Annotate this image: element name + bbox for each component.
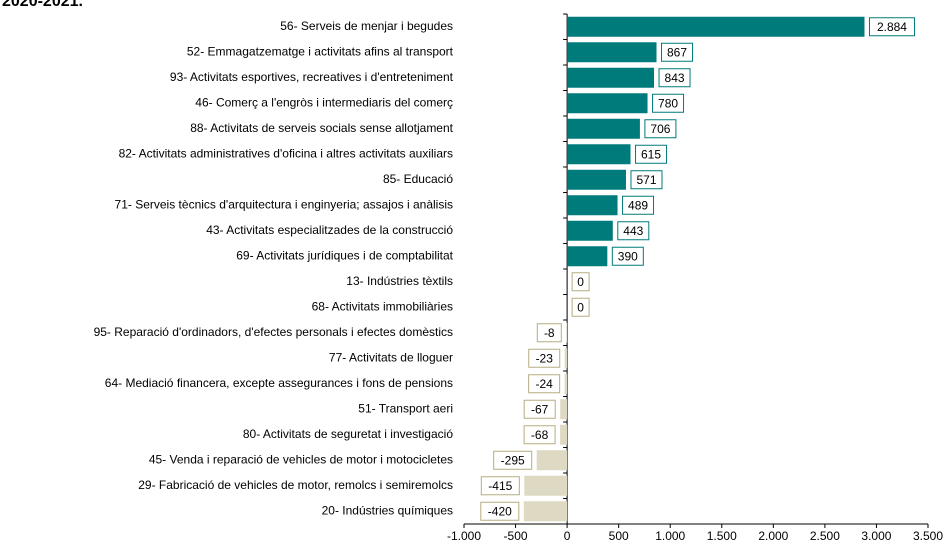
bar <box>566 322 568 343</box>
value-label: 571 <box>636 173 656 187</box>
y-tick-label: 29- Fabricació de vehicles de motor, rem… <box>138 478 453 492</box>
bar <box>523 501 568 522</box>
bar <box>560 399 568 420</box>
x-tick-label: 500 <box>609 529 629 543</box>
value-label-box <box>571 272 590 292</box>
y-tick-label: 45- Venda i reparació de vehicles de mot… <box>149 452 453 466</box>
chart-title: 2020-2021. <box>2 0 83 10</box>
value-label-box <box>658 68 691 88</box>
x-tick-label: 0 <box>564 529 571 543</box>
value-label-box <box>617 221 650 241</box>
value-label-box <box>622 195 655 215</box>
bar <box>567 220 613 241</box>
value-label: 489 <box>628 198 648 212</box>
x-tick-label: 2.000 <box>758 529 788 543</box>
value-label-box <box>652 93 685 113</box>
bar <box>567 246 608 267</box>
x-tick-label: 3.500 <box>913 529 943 543</box>
x-tick-label: 3.000 <box>861 529 891 543</box>
bar <box>564 373 568 394</box>
value-label-box <box>630 170 663 190</box>
value-label: 843 <box>665 71 685 85</box>
value-label: -8 <box>544 326 555 340</box>
value-label-box <box>523 425 556 445</box>
bar <box>524 475 568 496</box>
y-tick-label: 80- Activitats de seguretat i investigac… <box>243 427 453 441</box>
value-label-box <box>868 17 915 37</box>
y-tick-label: 82- Activitats administratives d'oficina… <box>119 146 453 160</box>
value-label-box <box>480 501 520 521</box>
value-label: -420 <box>488 504 512 518</box>
y-tick-label: 68- Activitats immobiliàries <box>312 299 453 313</box>
value-label: 443 <box>623 224 643 238</box>
y-tick-label: 85- Educació <box>383 172 453 186</box>
value-label-box <box>644 119 677 139</box>
value-label: 615 <box>641 147 661 161</box>
bar <box>567 195 618 216</box>
value-label-box <box>571 297 590 317</box>
y-tick-label: 69- Activitats jurídiques i de comptabil… <box>236 248 453 262</box>
x-tick-label: -1.000 <box>447 529 481 543</box>
bar <box>567 118 640 139</box>
value-label: 706 <box>650 122 670 136</box>
value-label-box <box>480 476 520 496</box>
y-tick-label: 51- Transport aeri <box>358 401 453 415</box>
x-tick-label: 1.000 <box>655 529 685 543</box>
bar <box>567 144 631 165</box>
value-label-box <box>528 374 561 394</box>
value-label-box <box>611 246 644 266</box>
value-label: -24 <box>535 377 553 391</box>
value-label-box <box>661 42 694 62</box>
value-label: -68 <box>531 428 549 442</box>
value-label: 780 <box>658 96 678 110</box>
y-tick-label: 43- Activitats especialitzades de la con… <box>206 223 453 237</box>
y-tick-label: 64- Mediació financera, excepte assegura… <box>105 376 453 390</box>
y-tick-label: 93- Activitats esportives, recreatives i… <box>170 70 454 84</box>
bar <box>567 67 655 88</box>
y-tick-label: 71- Serveis tècnics d'arquitectura i eng… <box>115 197 453 211</box>
value-label: 2.884 <box>877 20 907 34</box>
bar <box>560 424 568 445</box>
bar <box>567 93 648 114</box>
value-label-box <box>493 450 533 470</box>
value-label-box <box>523 399 556 419</box>
bar <box>567 42 657 63</box>
value-label: -67 <box>531 402 549 416</box>
bar <box>564 348 568 369</box>
y-tick-label: 95- Reparació d'ordinadors, d'efectes pe… <box>94 325 453 339</box>
y-tick-label: 46- Comerç a l'engròs i intermediaris de… <box>195 95 453 109</box>
y-tick-label: 56- Serveis de menjar i begudes <box>280 19 453 33</box>
y-tick-label: 13- Indústries tèxtils <box>346 274 453 288</box>
value-label-box <box>536 323 562 343</box>
y-tick-label: 20- Indústries químiques <box>322 503 453 517</box>
x-tick-label: -500 <box>504 529 528 543</box>
value-label: 0 <box>577 300 584 314</box>
value-label: 0 <box>577 275 584 289</box>
value-label-box <box>528 348 561 368</box>
bar <box>567 169 626 190</box>
y-tick-label: 77- Activitats de lloguer <box>329 350 453 364</box>
value-label: 390 <box>618 249 638 263</box>
value-label: 867 <box>667 45 687 59</box>
y-tick-label: 52- Emmagatzematge i activitats afins al… <box>187 44 454 58</box>
x-tick-label: 2.500 <box>810 529 840 543</box>
y-tick-label: 88- Activitats de serveis socials sense … <box>190 121 453 135</box>
value-label: -295 <box>501 453 525 467</box>
value-label-box <box>635 144 668 164</box>
bar <box>567 16 865 37</box>
bar <box>536 450 568 471</box>
value-label: -415 <box>488 479 512 493</box>
value-label: -23 <box>536 351 554 365</box>
x-tick-label: 1.500 <box>707 529 737 543</box>
